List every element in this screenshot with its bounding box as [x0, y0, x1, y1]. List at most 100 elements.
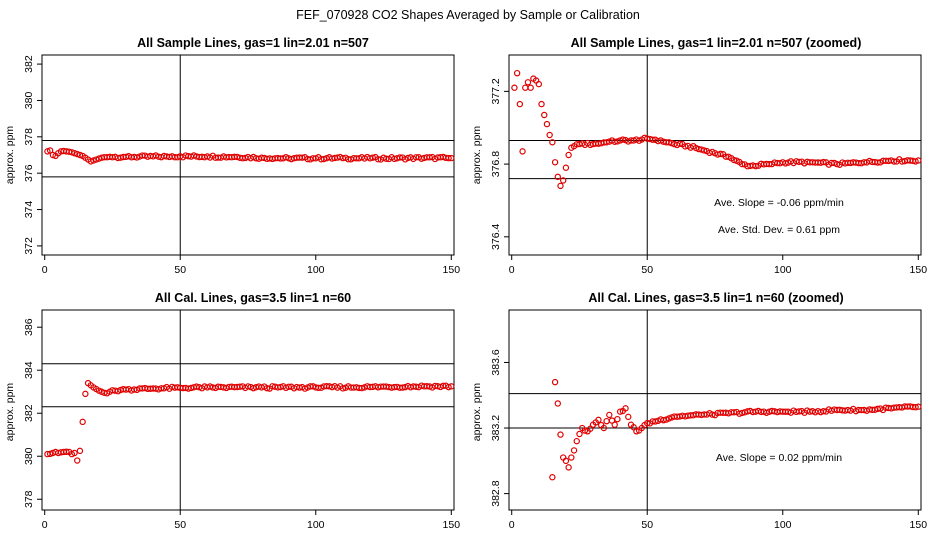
panel-sample-lines-zoomed-ylabel: approx. ppm — [471, 126, 483, 185]
panel-sample-lines-zoomed-point — [565, 151, 572, 159]
panel-sample-lines-zoomed-point — [665, 139, 673, 146]
panel-cal-lines-ylabel: approx. ppm — [4, 383, 16, 442]
panel-sample-lines-zoomed-point — [676, 140, 683, 147]
panel-sample-lines-ytick-label-1: 374 — [23, 201, 35, 219]
panel-sample-lines-zoomed-point — [752, 162, 759, 170]
panel-cal-lines-point — [339, 385, 347, 392]
panel-cal-lines-zoomed-xtick-label-0: 0 — [509, 519, 515, 531]
panel-sample-lines-ytick-label-0: 372 — [23, 237, 35, 255]
panel-sample-lines-zoomed-title: All Sample Lines, gas=1 lin=2.01 n=507 (… — [571, 36, 862, 50]
panel-sample-lines-zoomed-ytick-label-1: 376.8 — [490, 151, 502, 177]
panel-sample-lines-zoomed-xtick-label-1: 50 — [641, 264, 653, 276]
panel-cal-lines-xtick-label-3: 150 — [443, 519, 461, 531]
panel-sample-lines-zoomed-point — [543, 120, 551, 128]
panel-sample-lines-zoomed-point — [698, 146, 705, 153]
panel-sample-lines-zoomed-stddev-annotation: Ave. Std. Dev. = 0.61 ppm — [718, 224, 840, 236]
panel-cal-lines-ytick-label-0: 378 — [23, 490, 35, 508]
panel-cal-lines-zoomed-xtick-label-1: 50 — [641, 519, 653, 531]
panel-cal-lines-zoomed-point — [709, 411, 716, 418]
panel-sample-lines-zoomed-point — [820, 158, 827, 166]
panel-cal-lines: All Cal. Lines, gas=3.5 lin=1 n=60 appro… — [4, 291, 460, 531]
panel-sample-lines-zoomed-point — [874, 159, 881, 166]
panel-cal-lines-zoomed-point — [565, 464, 572, 471]
panel-cal-lines-point — [76, 447, 84, 455]
panel-sample-lines-zoomed-point — [522, 84, 529, 91]
panel-sample-lines-zoomed-ytick-label-0: 376.4 — [490, 224, 502, 250]
panel-sample-lines-zoomed: All Sample Lines, gas=1 lin=2.01 n=507 (… — [471, 36, 927, 276]
panel-sample-lines-zoomed-point — [603, 139, 610, 146]
panel-sample-lines-zoomed-point — [511, 84, 518, 91]
panel-cal-lines-zoomed-point — [551, 378, 559, 386]
panel-sample-lines-point — [396, 154, 403, 161]
panel-sample-lines-zoomed-point — [527, 84, 534, 91]
panel-cal-lines-zoomed-point — [581, 427, 589, 434]
panel-cal-lines-point — [74, 457, 81, 464]
panel-cal-lines-point — [193, 383, 200, 390]
panel-sample-lines-ylabel: approx. ppm — [4, 126, 16, 185]
panel-cal-lines-zoomed-point — [622, 405, 629, 412]
panel-sample-lines-zoomed-point — [557, 182, 564, 190]
panel-sample-lines-zoomed-point — [554, 173, 561, 181]
panel-cal-lines-zoomed-point — [915, 403, 922, 410]
panel-sample-lines-zoomed-xtick-label-3: 150 — [910, 264, 928, 276]
panel-cal-lines-point — [358, 384, 366, 392]
panel-sample-lines-zoomed-point — [890, 158, 898, 165]
panel-cal-lines-zoomed-ytick-label-1: 383.2 — [490, 415, 502, 441]
panel-cal-lines-zoomed-point — [625, 413, 632, 421]
panel-sample-lines-point — [369, 154, 376, 161]
panel-cal-lines-point — [263, 384, 271, 392]
panel-sample-lines-zoomed-points — [511, 69, 922, 190]
panel-cal-lines-title: All Cal. Lines, gas=3.5 lin=1 n=60 — [155, 291, 351, 305]
panel-cal-lines-zoomed-point — [562, 457, 570, 465]
panel-sample-lines-zoomed-point — [717, 150, 724, 158]
panel-sample-lines-zoomed-point — [782, 160, 789, 167]
panel-cal-lines-zoomed-xtick-label-3: 150 — [910, 519, 928, 531]
panel-cal-lines-frame — [41, 309, 455, 511]
panel-cal-lines-points — [44, 379, 455, 464]
panel-sample-lines-xtick-label-0: 0 — [42, 264, 48, 276]
panel-cal-lines-point — [46, 450, 54, 458]
panel-cal-lines-zoomed-point — [611, 421, 618, 428]
panel-sample-lines-point — [426, 154, 433, 161]
panel-cal-lines-zoomed-point — [606, 411, 613, 419]
panel-sample-lines-ytick-label-3: 378 — [23, 128, 35, 146]
panel-sample-lines: All Sample Lines, gas=1 lin=2.01 n=507 a… — [4, 36, 460, 276]
panel-cal-lines-zoomed-point — [549, 474, 556, 481]
panel-sample-lines-zoomed-point — [722, 153, 730, 160]
panel-cal-lines-zoomed-point — [644, 419, 651, 427]
panel-sample-lines-point — [445, 154, 452, 162]
panel-cal-lines-zoomed-ytick-label-2: 383.6 — [490, 349, 502, 375]
panel-sample-lines-zoomed-frame — [508, 54, 922, 256]
panel-sample-lines-point — [448, 154, 455, 162]
panel-sample-lines-zoomed-point — [516, 100, 524, 108]
panel-cal-lines-zoomed-point — [573, 437, 580, 445]
panel-cal-lines-zoomed: All Cal. Lines, gas=3.5 lin=1 n=60 (zoom… — [471, 291, 927, 531]
panel-cal-lines-zoomed-point — [600, 424, 608, 432]
panel-cal-lines-zoomed-frame — [508, 309, 922, 511]
panel-cal-lines-ytick-label-2: 382 — [23, 404, 35, 422]
panel-cal-lines-point — [71, 449, 78, 457]
panel-sample-lines-zoomed-xtick-label-2: 100 — [774, 264, 792, 276]
panel-cal-lines-zoomed-point — [614, 415, 621, 423]
panel-cal-lines-ytick-label-3: 384 — [23, 361, 35, 379]
panel-sample-lines-zoomed-point — [700, 147, 708, 154]
panel-sample-lines-xtick-label-1: 50 — [174, 264, 186, 276]
panel-sample-lines-zoomed-point — [833, 160, 841, 168]
panel-sample-lines-ytick-label-4: 380 — [23, 92, 35, 110]
panel-cal-lines-point — [448, 383, 455, 390]
panel-cal-lines-zoomed-point — [616, 408, 624, 415]
panel-sample-lines-zoomed-xtick-label-0: 0 — [509, 264, 515, 276]
panel-cal-lines-zoomed-points — [549, 378, 922, 481]
panel-cal-lines-ytick-label-1: 380 — [23, 447, 35, 465]
panel-sample-lines-zoomed-point — [546, 131, 553, 139]
panel-cal-lines-zoomed-ytick-label-0: 382.8 — [490, 480, 502, 506]
panel-sample-lines-zoomed-ytick-label-2: 377.2 — [490, 78, 502, 104]
panel-cal-lines-zoomed-point — [576, 430, 583, 438]
panel-cal-lines-zoomed-xtick-label-2: 100 — [774, 519, 792, 531]
panel-sample-lines-title: All Sample Lines, gas=1 lin=2.01 n=507 — [137, 36, 369, 50]
panel-cal-lines-zoomed-point — [738, 409, 746, 417]
panel-cal-lines-zoomed-point — [660, 416, 667, 424]
panel-sample-lines-point — [46, 147, 54, 154]
panel-cal-lines-zoomed-point — [633, 428, 640, 435]
